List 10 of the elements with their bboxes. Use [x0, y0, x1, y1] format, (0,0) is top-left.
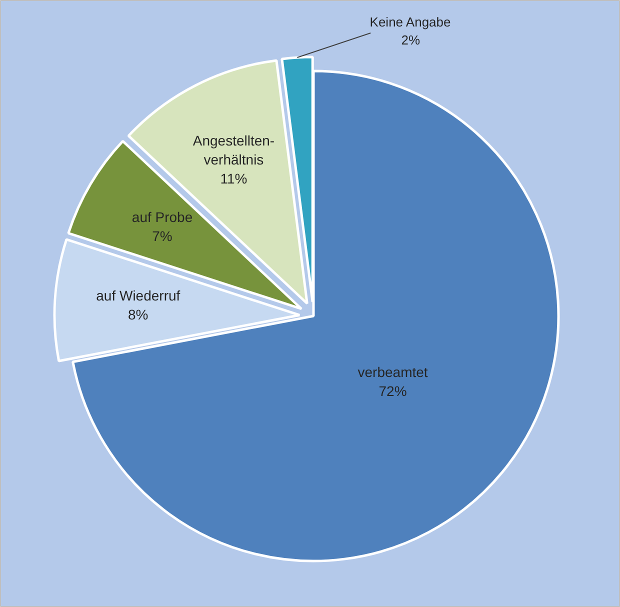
slice-label: Angestellten-verhältnis — [192, 132, 275, 168]
slice-label: auf Wiederruf — [96, 287, 180, 304]
slice-label: Keine Angabe — [370, 14, 451, 30]
data-label: 72% — [378, 383, 407, 400]
data-label: 11% — [220, 170, 248, 187]
data-label: 7% — [152, 228, 172, 244]
data-label: 8% — [128, 306, 148, 323]
slice-label: auf Probe — [132, 208, 193, 225]
data-label: 2% — [401, 32, 420, 48]
slice-label: verbeamtet — [358, 364, 428, 380]
